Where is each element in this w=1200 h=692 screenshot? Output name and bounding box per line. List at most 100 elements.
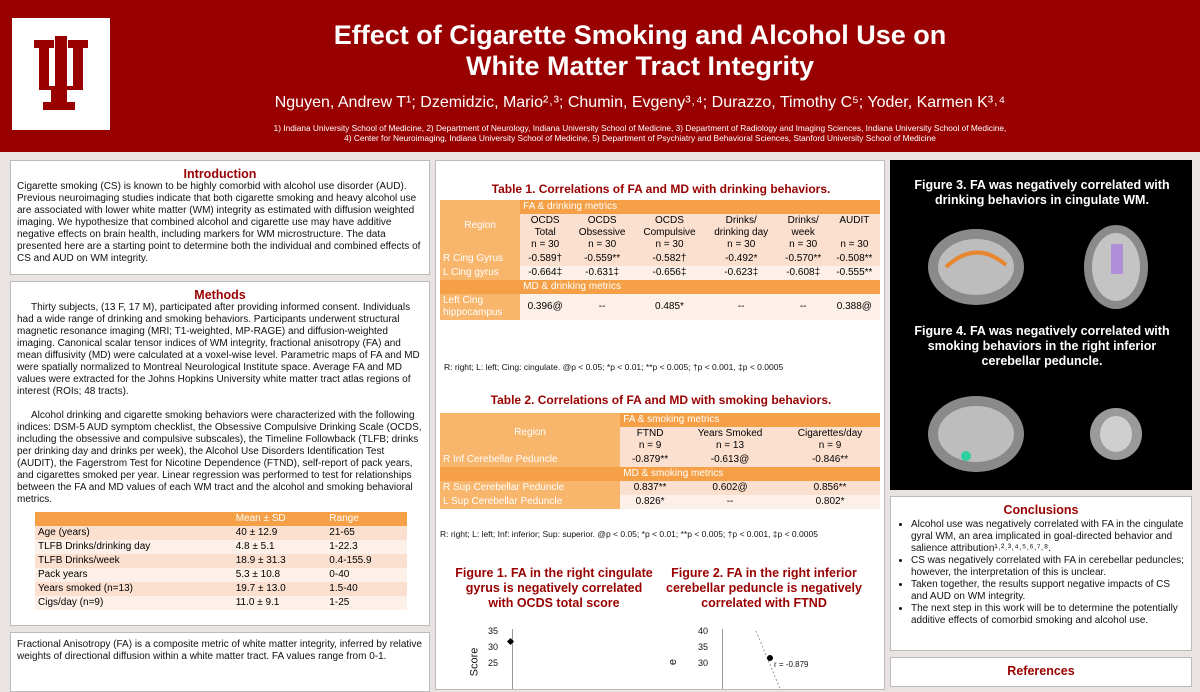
group-header: FA & drinking metrics bbox=[520, 200, 880, 214]
plot-marks bbox=[506, 630, 781, 689]
conclusions-list: Alcohol use was negatively correlated wi… bbox=[897, 519, 1185, 627]
heading: References bbox=[1007, 664, 1075, 678]
cell: Age (years) bbox=[38, 527, 90, 538]
annotation: r = -0.879 bbox=[774, 660, 809, 669]
affiliation: 1) Indiana University School of Medicine… bbox=[273, 123, 1007, 133]
row: R Inf Cerebellar Peduncle -0.879** -0.613@… bbox=[440, 453, 880, 467]
cell: 1-25 bbox=[329, 597, 350, 608]
column-header: Cigarettes/day n = 9 bbox=[797, 428, 863, 451]
cell bbox=[35, 512, 233, 526]
cell: Pack years bbox=[38, 569, 88, 580]
region: Left Cing hippocampus bbox=[440, 294, 521, 320]
row: Age (years) 40 ± 12.9 21-65 bbox=[35, 526, 407, 540]
results-panel: Table 1. Correlations of FA and MD with … bbox=[435, 160, 885, 690]
figure-panel: Figure 3. FA was negatively correlated w… bbox=[890, 160, 1192, 490]
header: Effect of Cigarette Smoking and Alcohol … bbox=[0, 0, 1200, 152]
y-tick-label: 30 bbox=[488, 642, 499, 652]
fa-panel: Fractional Anisotropy (FA) is a composit… bbox=[10, 632, 430, 692]
fa-text: Fractional Anisotropy (FA) is a composit… bbox=[17, 639, 422, 662]
column-header: Drinks/ week n = 30 bbox=[787, 215, 819, 250]
region: R Sup Cerebellar Peduncle bbox=[440, 481, 621, 495]
y-tick-label: 35 bbox=[698, 642, 709, 652]
row: Pack years 5.3 ± 10.8 0-40 bbox=[35, 568, 407, 582]
cell: -0.623‡ bbox=[704, 266, 778, 280]
cell: 0.388@ bbox=[828, 294, 880, 320]
cell: -- bbox=[679, 495, 781, 509]
bullet: CS was negatively correlated with FA in … bbox=[911, 555, 1185, 579]
cell: 18.9 ± 31.3 bbox=[235, 555, 286, 566]
cell: 0.856** bbox=[780, 481, 880, 495]
group-row: Region FA & smoking metrics bbox=[440, 413, 880, 453]
title-line: White Matter Tract Integrity bbox=[465, 51, 815, 81]
heading: Conclusions bbox=[1003, 503, 1079, 517]
cell: 0.485* bbox=[634, 294, 705, 320]
cell: 1-22.3 bbox=[329, 541, 358, 552]
region-header: Region bbox=[440, 200, 521, 252]
bullet: Alcohol use was negatively correlated wi… bbox=[911, 519, 1185, 555]
section-header: MD & drinking metrics bbox=[520, 280, 880, 294]
cell: 40 ± 12.9 bbox=[235, 527, 278, 538]
cell: 5.3 ± 10.8 bbox=[235, 569, 281, 580]
axis bbox=[512, 629, 653, 689]
authors: Nguyen, Andrew T¹; Dzemidzic, Mario²˒³; … bbox=[274, 94, 1006, 111]
figure-title: Figure 4. FA was negatively correlated w… bbox=[914, 324, 1170, 368]
title-line: Effect of Cigarette Smoking and Alcohol … bbox=[333, 20, 947, 50]
column-header: Range bbox=[326, 512, 407, 526]
cell: 0.602@ bbox=[679, 481, 781, 495]
column-header: Drinks/ drinking day n = 30 bbox=[714, 215, 769, 250]
cell: -- bbox=[570, 294, 635, 320]
row: L Cing gyrus -0.664‡ -0.631‡ -0.656‡ -0.623‡… bbox=[440, 266, 880, 280]
cell: -0.656‡ bbox=[634, 266, 705, 280]
cell: 21-65 bbox=[329, 527, 355, 538]
row: MD & drinking metrics bbox=[440, 280, 880, 294]
demographics-table: Mean ± SD Range Age (years) 40 ± 12.9 21-65 T… bbox=[35, 512, 407, 610]
cell bbox=[440, 467, 621, 481]
cell: 0.837** bbox=[620, 481, 680, 495]
cell: -0.631‡ bbox=[570, 266, 635, 280]
cell: -0.879** bbox=[620, 453, 680, 467]
cell: 0.802* bbox=[780, 495, 880, 509]
row: R Sup Cerebellar Peduncle 0.837** 0.602@ 0.… bbox=[440, 481, 880, 495]
figure-title: Figure 3. FA was negatively correlated w… bbox=[914, 178, 1170, 207]
cell: 0.826* bbox=[620, 495, 680, 509]
table2: Region FA & smoking metrics FTND n = 9 Year… bbox=[440, 413, 880, 509]
figure-title: Figure 2. FA in the right inferior cereb… bbox=[666, 566, 862, 610]
y-tick-label: 40 bbox=[698, 626, 709, 636]
cell: -0.570** bbox=[777, 252, 829, 266]
cell: 0.396@ bbox=[520, 294, 571, 320]
column-header: FTND n = 9 bbox=[636, 428, 664, 451]
cell: -0.559** bbox=[570, 252, 635, 266]
cell: -0.589† bbox=[520, 252, 571, 266]
y-tick-label: 35 bbox=[488, 626, 499, 636]
row: L Sup Cerebellar Peduncle 0.826* -- 0.802* bbox=[440, 495, 880, 509]
row: Cigs/day (n=9) 11.0 ± 9.1 1-25 bbox=[35, 596, 407, 610]
cell: Years smoked (n=13) bbox=[38, 583, 133, 594]
cell: -- bbox=[704, 294, 778, 320]
cell: -0.613@ bbox=[679, 453, 781, 467]
poster: Effect of Cigarette Smoking and Alcohol … bbox=[0, 0, 1200, 675]
region-header: Region bbox=[440, 413, 621, 453]
heading: Introduction bbox=[183, 167, 257, 181]
intro-panel: Introduction Cigarette smoking (CS) is k… bbox=[10, 160, 430, 275]
cell: TLFB Drinks/drinking day bbox=[38, 541, 151, 552]
figure-title: Figure 1. FA in the right cingulate gyru… bbox=[455, 566, 653, 610]
table-note: R: right; L: left; Cing: cingulate. @p <… bbox=[444, 362, 784, 372]
cell: -0.492* bbox=[704, 252, 778, 266]
cell: -0.846** bbox=[780, 453, 880, 467]
cell: 4.8 ± 5.1 bbox=[235, 541, 275, 552]
table1: Region FA & drinking metrics OCDS Total n … bbox=[440, 200, 880, 320]
cell: 1.5-40 bbox=[329, 583, 358, 594]
header-row: Mean ± SD Range bbox=[35, 512, 407, 526]
cell: 19.7 ± 13.0 bbox=[235, 583, 286, 594]
column-header: OCDS Obsessive n = 30 bbox=[578, 215, 626, 250]
cell: -0.664‡ bbox=[520, 266, 571, 280]
column-header: Mean ± SD bbox=[232, 512, 327, 526]
bullet: The next step in this work will be to de… bbox=[911, 603, 1185, 627]
section-header: MD & smoking metrics bbox=[620, 467, 880, 481]
column-header: OCDS Compulsive n = 30 bbox=[643, 215, 696, 250]
axis bbox=[722, 629, 863, 689]
methods-text: Alcohol drinking and cigarette smoking b… bbox=[17, 410, 422, 505]
methods-panel: Methods Thirty subjects, (13 F, 17 M), p… bbox=[10, 281, 430, 626]
cell: -0.608‡ bbox=[777, 266, 829, 280]
row: Left Cing hippocampus 0.396@ -- 0.485* -- -- 0… bbox=[440, 294, 880, 320]
